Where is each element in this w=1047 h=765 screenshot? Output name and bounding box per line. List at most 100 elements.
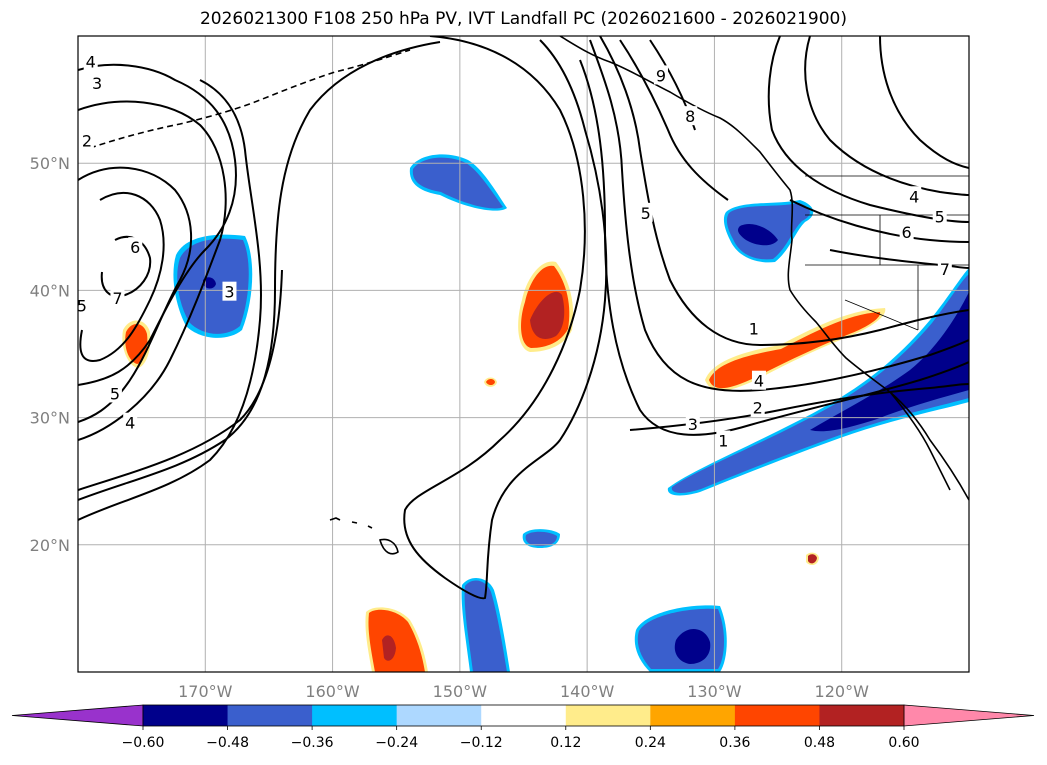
colorbar-segment — [650, 705, 736, 726]
pc-region-negative — [738, 223, 778, 246]
colorbar-tick-label: −0.60 — [122, 735, 165, 751]
colorbar-segment — [819, 705, 905, 726]
contour-label: 2 — [753, 398, 763, 417]
map-frame — [77, 35, 970, 673]
pv-contour-line — [619, 39, 729, 201]
contour-label: 2 — [82, 131, 92, 150]
contour-label: 4 — [86, 52, 96, 71]
pv-contour-line — [78, 79, 263, 521]
colorbar-segment — [227, 705, 313, 726]
contour-label-halo — [110, 288, 125, 308]
colorbar-tick-label: 0.36 — [719, 735, 750, 751]
contour-label: 1 — [718, 431, 728, 450]
contour-label: 3 — [92, 74, 102, 93]
contour-label: 4 — [909, 187, 919, 206]
pv-contour-line — [879, 36, 969, 169]
contour-label: 4 — [754, 372, 764, 391]
y-tick-label: 40°N — [30, 281, 70, 300]
contour-label: 5 — [935, 208, 945, 227]
y-tick-label: 20°N — [30, 536, 70, 555]
pc-region-negative — [674, 628, 711, 664]
contour-label: 3 — [688, 415, 698, 434]
colorbar-segment — [143, 705, 229, 726]
colorbar-segment — [481, 705, 567, 726]
contour-label-halo — [746, 318, 761, 338]
contour-label-halo — [716, 430, 731, 450]
contour-label: 7 — [112, 289, 122, 308]
pv-contour-line — [589, 39, 969, 392]
political-borders — [805, 175, 969, 331]
state-borders — [805, 214, 969, 331]
pc-region-negative — [810, 292, 969, 432]
colorbar-tick-label: 0.60 — [888, 735, 919, 751]
pv-contour-line — [79, 191, 165, 362]
contour-label: 3 — [224, 283, 234, 302]
pv-contour-line — [599, 36, 969, 347]
y-tick-labels: 20°N 30°N 40°N 50°N — [30, 154, 70, 555]
contour-label-halo — [683, 106, 698, 126]
pc-region-positive — [382, 635, 396, 661]
coastline-baja — [889, 391, 951, 491]
contour-label-halo — [653, 65, 668, 85]
pv-contour-line — [78, 63, 237, 386]
pv-contour-line — [78, 269, 283, 491]
contour-label-halo — [123, 412, 138, 432]
contour-label-halo — [638, 202, 653, 222]
pc-region-positive — [530, 291, 565, 339]
colorbar-tick-label: 0.48 — [804, 735, 835, 751]
colorbar-segment — [312, 705, 398, 726]
contour-label: 9 — [656, 66, 666, 85]
pv-contours — [78, 36, 969, 600]
aleutian-islands — [89, 49, 411, 149]
pv-contour-line — [767, 36, 969, 223]
pv-contour-line — [78, 100, 227, 441]
pc-region-negative — [203, 277, 216, 289]
contour-label-halo — [899, 221, 914, 241]
colorbar-segment — [734, 705, 820, 726]
x-tick-label: 130°W — [687, 682, 742, 701]
chart-title: 2026021300 F108 250 hPa PV, IVT Landfall… — [199, 9, 847, 29]
x-tick-label: 160°W — [305, 682, 360, 701]
x-tick-labels: 170°W 160°W 150°W 140°W 130°W 120°W — [178, 682, 869, 701]
y-tick-label: 50°N — [30, 154, 70, 173]
colorbar: −0.60 −0.48 −0.36 −0.24 −0.12 0.12 0.24 0.36 0.4… — [11, 704, 1035, 751]
x-tick-label: 170°W — [178, 682, 233, 701]
contour-label-halo — [685, 413, 700, 433]
contour-label-halo — [750, 397, 765, 417]
colorbar-frame — [142, 704, 905, 727]
contour-label: 5 — [110, 384, 120, 403]
gridlines — [78, 36, 969, 672]
colorbar-extend-high — [903, 704, 1035, 727]
contour-label-halo — [751, 370, 766, 390]
contour-label-halo — [79, 130, 94, 150]
contour-label: 5 — [77, 297, 87, 316]
colorbar-tick-label: 0.24 — [635, 735, 666, 751]
colorbar-segment — [565, 705, 651, 726]
contour-label-halo — [932, 206, 947, 226]
contour-label-halo — [107, 383, 122, 403]
pv-contour-line — [804, 36, 969, 196]
colorbar-tick-label: −0.24 — [375, 735, 418, 751]
pc-region-positive — [709, 312, 881, 389]
colorbar-tick-label: −0.36 — [291, 735, 334, 751]
contour-label: 6 — [902, 223, 912, 242]
colorbar-segment — [396, 705, 482, 726]
x-tick-label: 140°W — [560, 682, 615, 701]
contour-label: 5 — [641, 204, 651, 223]
x-tick-label: 120°W — [815, 682, 870, 701]
contour-label-halo — [83, 51, 98, 71]
contour-label: 6 — [130, 238, 140, 257]
contour-label: 1 — [749, 320, 759, 339]
contour-label: 4 — [125, 414, 135, 433]
pc-region-negative — [525, 531, 557, 546]
contour-label: 7 — [940, 260, 950, 279]
colorbar-tick-label: 0.12 — [550, 735, 581, 751]
pc-region-negative — [412, 157, 503, 209]
colorbar-extend-low — [11, 704, 144, 727]
contour-label-halo — [128, 237, 143, 257]
contour-label: 8 — [685, 107, 695, 126]
pc-region-positive — [808, 554, 817, 564]
x-tick-label: 150°W — [433, 682, 488, 701]
